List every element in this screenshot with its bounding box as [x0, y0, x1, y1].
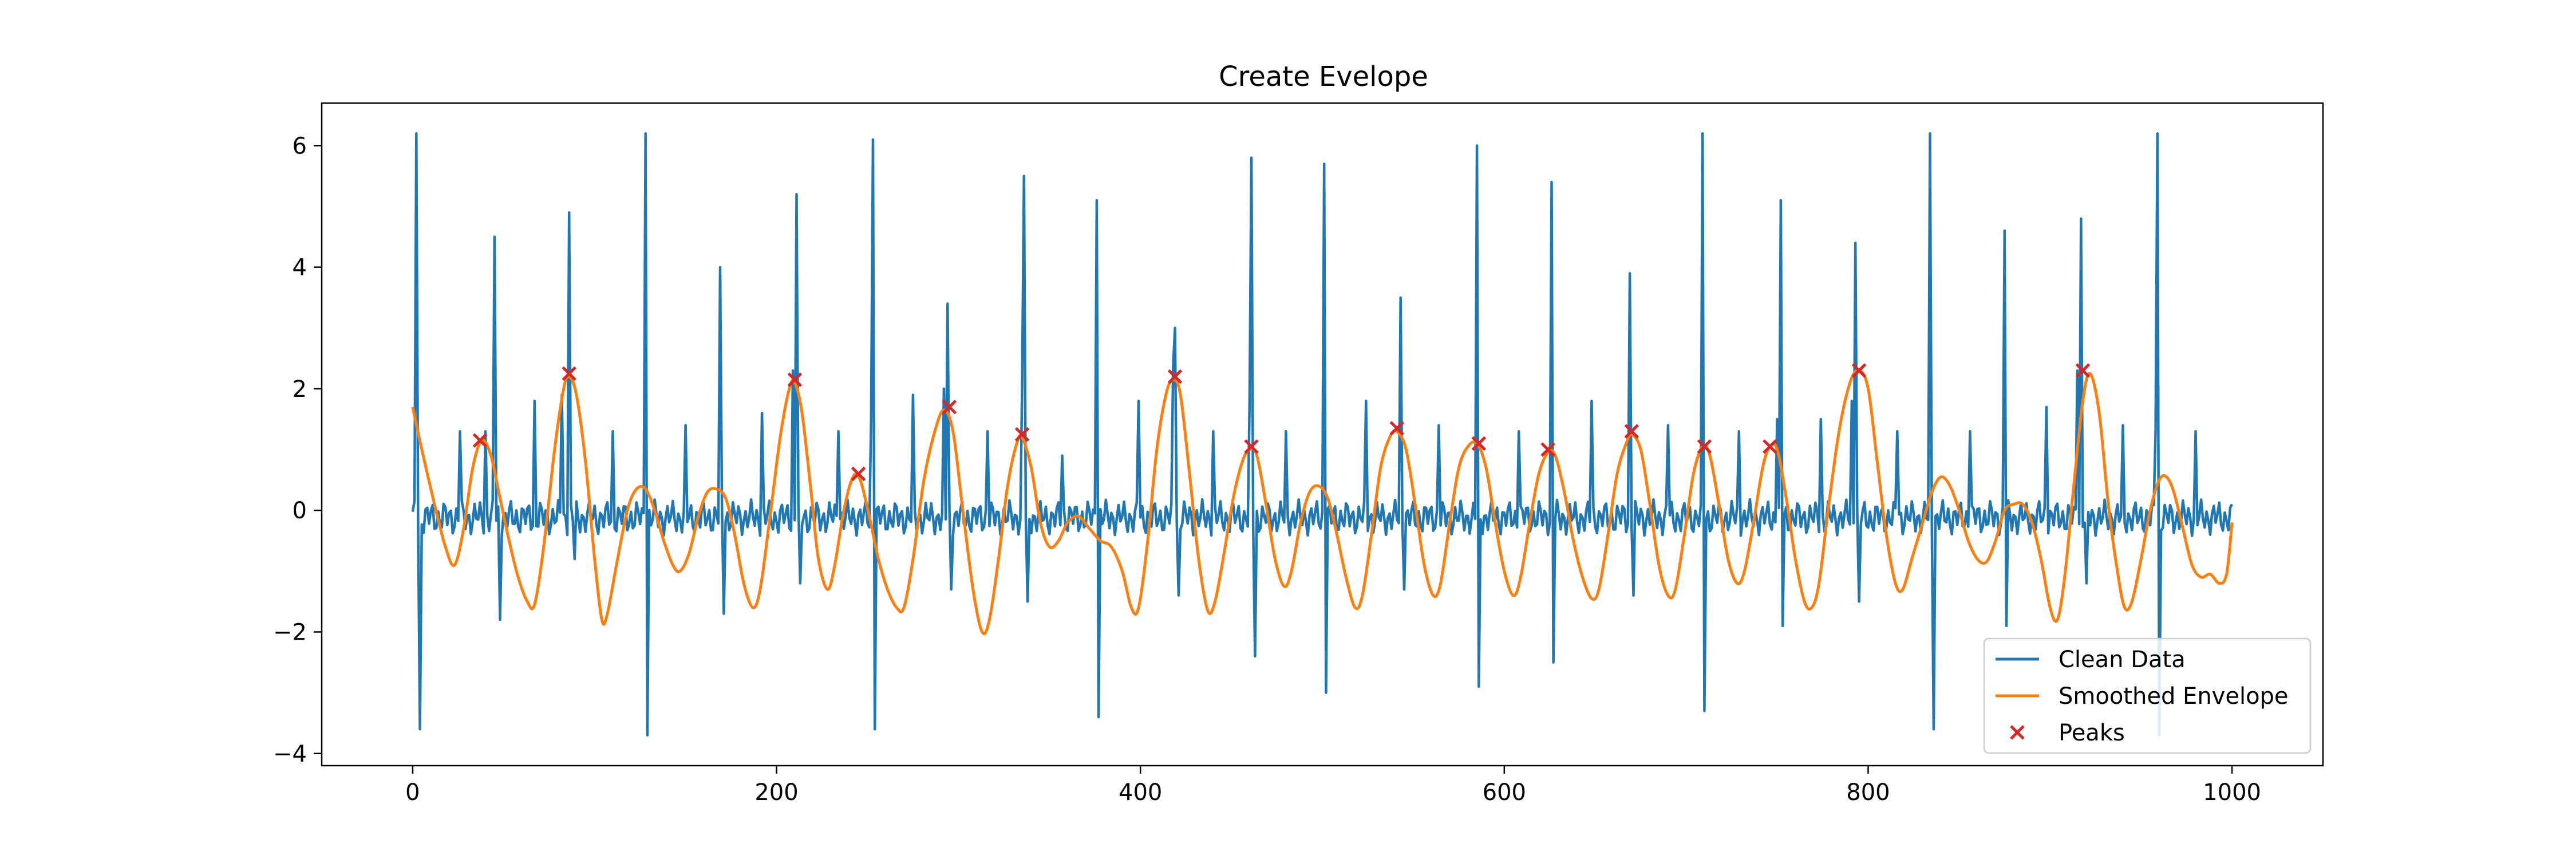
y-tick-label: −2 — [273, 619, 307, 645]
peak-marker — [1540, 442, 1555, 457]
legend-box — [1983, 637, 2312, 754]
peak-marker — [562, 366, 576, 381]
peak-marker — [851, 466, 866, 482]
series-peaks — [472, 363, 2091, 482]
peak-marker — [1244, 439, 1259, 454]
y-tick-label: 2 — [293, 376, 307, 403]
legend-label: Smoothed Envelope — [2059, 683, 2289, 710]
x-tick-label: 600 — [1483, 779, 1526, 806]
clean-data-line — [411, 132, 2234, 737]
peak-marker — [1471, 436, 1487, 451]
peak-marker — [1167, 369, 1183, 384]
series-clean-data — [411, 132, 2234, 737]
legend: Clean Data Smoothed Envelope Peaks — [1983, 637, 2312, 754]
x-tick-label: 800 — [1846, 779, 1890, 806]
series-layer — [411, 132, 2234, 737]
y-tick-label: 4 — [293, 255, 307, 281]
x-tick-label: 1000 — [2203, 779, 2261, 806]
x-tick-label: 200 — [754, 779, 798, 806]
y-tick-label: 0 — [293, 498, 307, 524]
legend-label: Clean Data — [2059, 647, 2186, 673]
x-tick-label: 400 — [1119, 779, 1162, 806]
legend-label: Peaks — [2059, 720, 2125, 746]
series-smoothed-envelope — [411, 369, 2234, 636]
peak-marker — [472, 433, 488, 448]
legend-item: Peaks — [2010, 720, 2125, 746]
legend-item: Smoothed Envelope — [1996, 683, 2289, 710]
y-axis: −4 −2 0 2 4 6 — [273, 133, 322, 767]
x-tick-label: 0 — [405, 779, 420, 806]
peak-marker — [1624, 424, 1639, 439]
plot-area: 0 200 400 600 800 1000 −4 −2 0 2 4 6 Clean Data Smoot… — [273, 102, 2324, 806]
axes-frame — [321, 102, 2324, 767]
peak-marker — [787, 372, 803, 387]
peak-marker — [942, 399, 957, 415]
y-tick-label: −4 — [273, 741, 307, 767]
chart-title: Create Evelope — [1219, 61, 1428, 93]
legend-item: Clean Data — [1996, 647, 2186, 673]
peak-marker — [2075, 363, 2091, 378]
peak-marker — [1763, 439, 1777, 454]
peak-marker — [1851, 363, 1867, 378]
x-axis: 0 200 400 600 800 1000 — [405, 766, 2261, 806]
peak-marker — [1389, 421, 1405, 436]
smoothed-envelope-line — [411, 369, 2234, 636]
legend-marker-peaks — [2010, 725, 2025, 740]
y-tick-label: 6 — [293, 133, 307, 159]
peak-marker — [1697, 439, 1712, 454]
peak-marker — [1014, 427, 1030, 442]
